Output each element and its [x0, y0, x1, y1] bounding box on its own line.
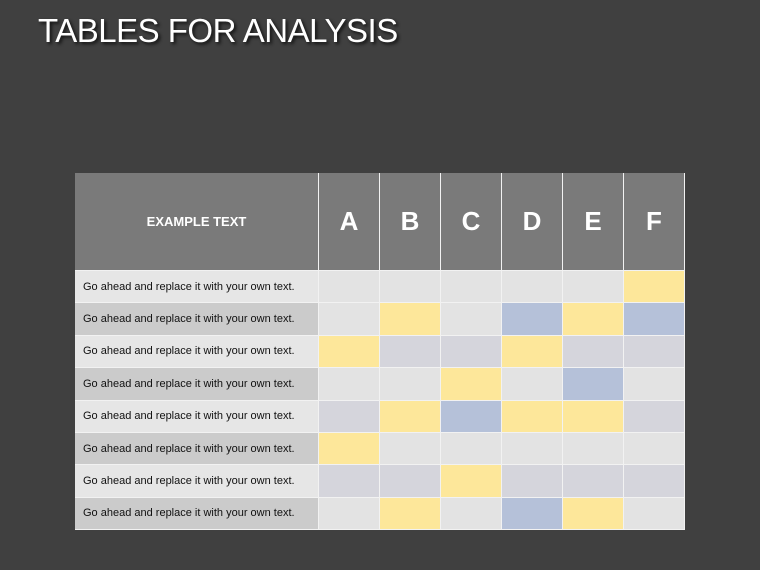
cell	[380, 432, 441, 466]
cell	[502, 432, 563, 466]
header-cell: EXAMPLE TEXT	[75, 173, 319, 271]
cell	[319, 400, 380, 433]
cell	[563, 465, 624, 498]
cell	[563, 432, 624, 466]
cell	[441, 335, 502, 369]
cell	[502, 400, 563, 433]
row-label: Go ahead and replace it with your own te…	[75, 465, 319, 498]
cell	[502, 368, 563, 401]
cell	[624, 400, 685, 433]
column-header: D	[502, 173, 563, 271]
cell	[563, 368, 624, 401]
cell	[624, 465, 685, 498]
cell	[380, 465, 441, 498]
column-header: B	[380, 173, 441, 271]
row-label: Go ahead and replace it with your own te…	[75, 368, 319, 401]
cell	[563, 335, 624, 369]
row-label: Go ahead and replace it with your own te…	[75, 335, 319, 369]
cell	[441, 303, 502, 336]
cell	[563, 497, 624, 530]
cell	[441, 432, 502, 466]
cell	[319, 497, 380, 530]
cell	[441, 465, 502, 498]
slide-title: TABLES FOR ANALYSIS	[38, 12, 398, 49]
cell	[441, 400, 502, 433]
cell	[319, 335, 380, 369]
cell	[319, 465, 380, 498]
table: EXAMPLE TEXT A B C D E F Go ahead and replace i…	[75, 173, 685, 530]
column-header: A	[319, 173, 380, 271]
column-header: C	[441, 173, 502, 271]
cell	[563, 400, 624, 433]
cell	[624, 303, 685, 336]
cell	[380, 271, 441, 304]
cell	[380, 400, 441, 433]
row-label: Go ahead and replace it with your own te…	[75, 432, 319, 466]
cell	[502, 465, 563, 498]
row-label: Go ahead and replace it with your own te…	[75, 400, 319, 433]
row-label: Go ahead and replace it with your own te…	[75, 497, 319, 530]
cell	[502, 303, 563, 336]
cell	[502, 335, 563, 369]
cell	[380, 335, 441, 369]
cell	[319, 303, 380, 336]
column-header: E	[563, 173, 624, 271]
cell	[624, 271, 685, 304]
cell	[441, 368, 502, 401]
cell	[624, 335, 685, 369]
row-label: Go ahead and replace it with your own te…	[75, 271, 319, 304]
cell	[319, 271, 380, 304]
cell	[624, 368, 685, 401]
row-label: Go ahead and replace it with your own te…	[75, 303, 319, 336]
cell	[319, 432, 380, 466]
cell	[380, 497, 441, 530]
cell	[441, 497, 502, 530]
cell	[502, 271, 563, 304]
cell	[624, 432, 685, 466]
column-header: F	[624, 173, 685, 271]
cell	[563, 303, 624, 336]
cell	[380, 303, 441, 336]
cell	[563, 271, 624, 304]
cell	[441, 271, 502, 304]
cell	[319, 368, 380, 401]
cell	[502, 497, 563, 530]
cell	[624, 497, 685, 530]
cell	[380, 368, 441, 401]
